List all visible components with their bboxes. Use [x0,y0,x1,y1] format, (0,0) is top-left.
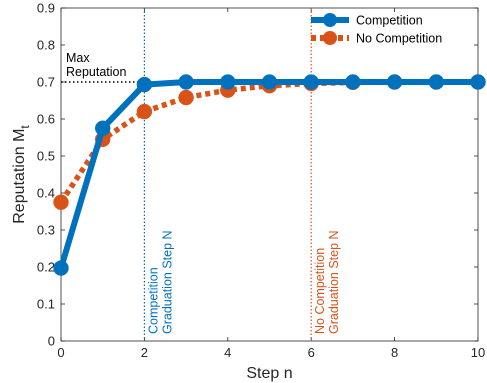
data-point-competition [53,260,69,276]
y-tick-label: 0.3 [37,223,55,238]
max-reputation-label: Reputation [66,65,127,79]
data-point-competition [94,120,111,136]
plot-frame [60,7,479,342]
legend-swatch-marker [323,13,337,27]
y-tick-label: 0.8 [37,38,55,53]
series-layer [53,74,486,276]
y-tick-label: 0.9 [37,1,55,16]
y-axis-label-main: Reputation M [11,129,28,224]
graduation-label: Graduation Step N [327,230,341,334]
data-point-competition [178,74,194,90]
data-point-no-competition [178,89,194,106]
axes: 0 2 4 6 8 10 0 0.1 0.2 0.3 0.4 0.5 0.6 0.7 0.8 0.9 Step … [11,1,485,383]
data-point-no-competition [136,103,153,120]
data-point-competition [303,74,319,90]
y-tick-label: 0.4 [37,186,55,201]
graduation-label: Competition [146,267,160,334]
legend-label: Competition [356,14,423,28]
graduation-label: No Competition [313,248,327,334]
data-point-competition [345,74,361,90]
x-tick-label: 10 [471,345,485,360]
legend: Competition No Competition [311,13,442,46]
x-tick-label: 8 [391,345,398,360]
x-tick-label: 6 [308,345,315,360]
y-tick-label: 0.6 [37,112,55,127]
data-point-competition [220,74,236,90]
data-point-competition [428,74,445,90]
data-point-competition [470,74,486,90]
x-axis-label: Step n [246,365,292,382]
y-tick-label: 0.1 [37,297,55,312]
data-point-competition [386,74,403,90]
y-tick-label: 0.5 [37,149,55,164]
y-tick-label: 0.2 [37,260,55,275]
data-point-competition [136,76,153,93]
graduation-label: Graduation Step N [160,230,174,334]
y-tick-label: 0 [48,334,55,349]
series-line-competition [58,79,478,269]
y-tick-label: 0.7 [37,75,55,90]
x-tick-label: 0 [57,345,64,360]
y-axis-label-subscript: t [18,125,32,129]
x-tick-label: 2 [141,345,148,360]
y-axis-label: Reputation Mt [11,125,32,224]
legend-swatch-marker [323,31,337,45]
data-point-competition [261,74,278,90]
max-reputation-label: Max [66,51,90,65]
legend-label: No Competition [356,32,442,46]
data-point-no-competition [53,194,69,210]
x-tick-label: 4 [224,345,231,360]
series-line-no-competition [58,79,478,204]
